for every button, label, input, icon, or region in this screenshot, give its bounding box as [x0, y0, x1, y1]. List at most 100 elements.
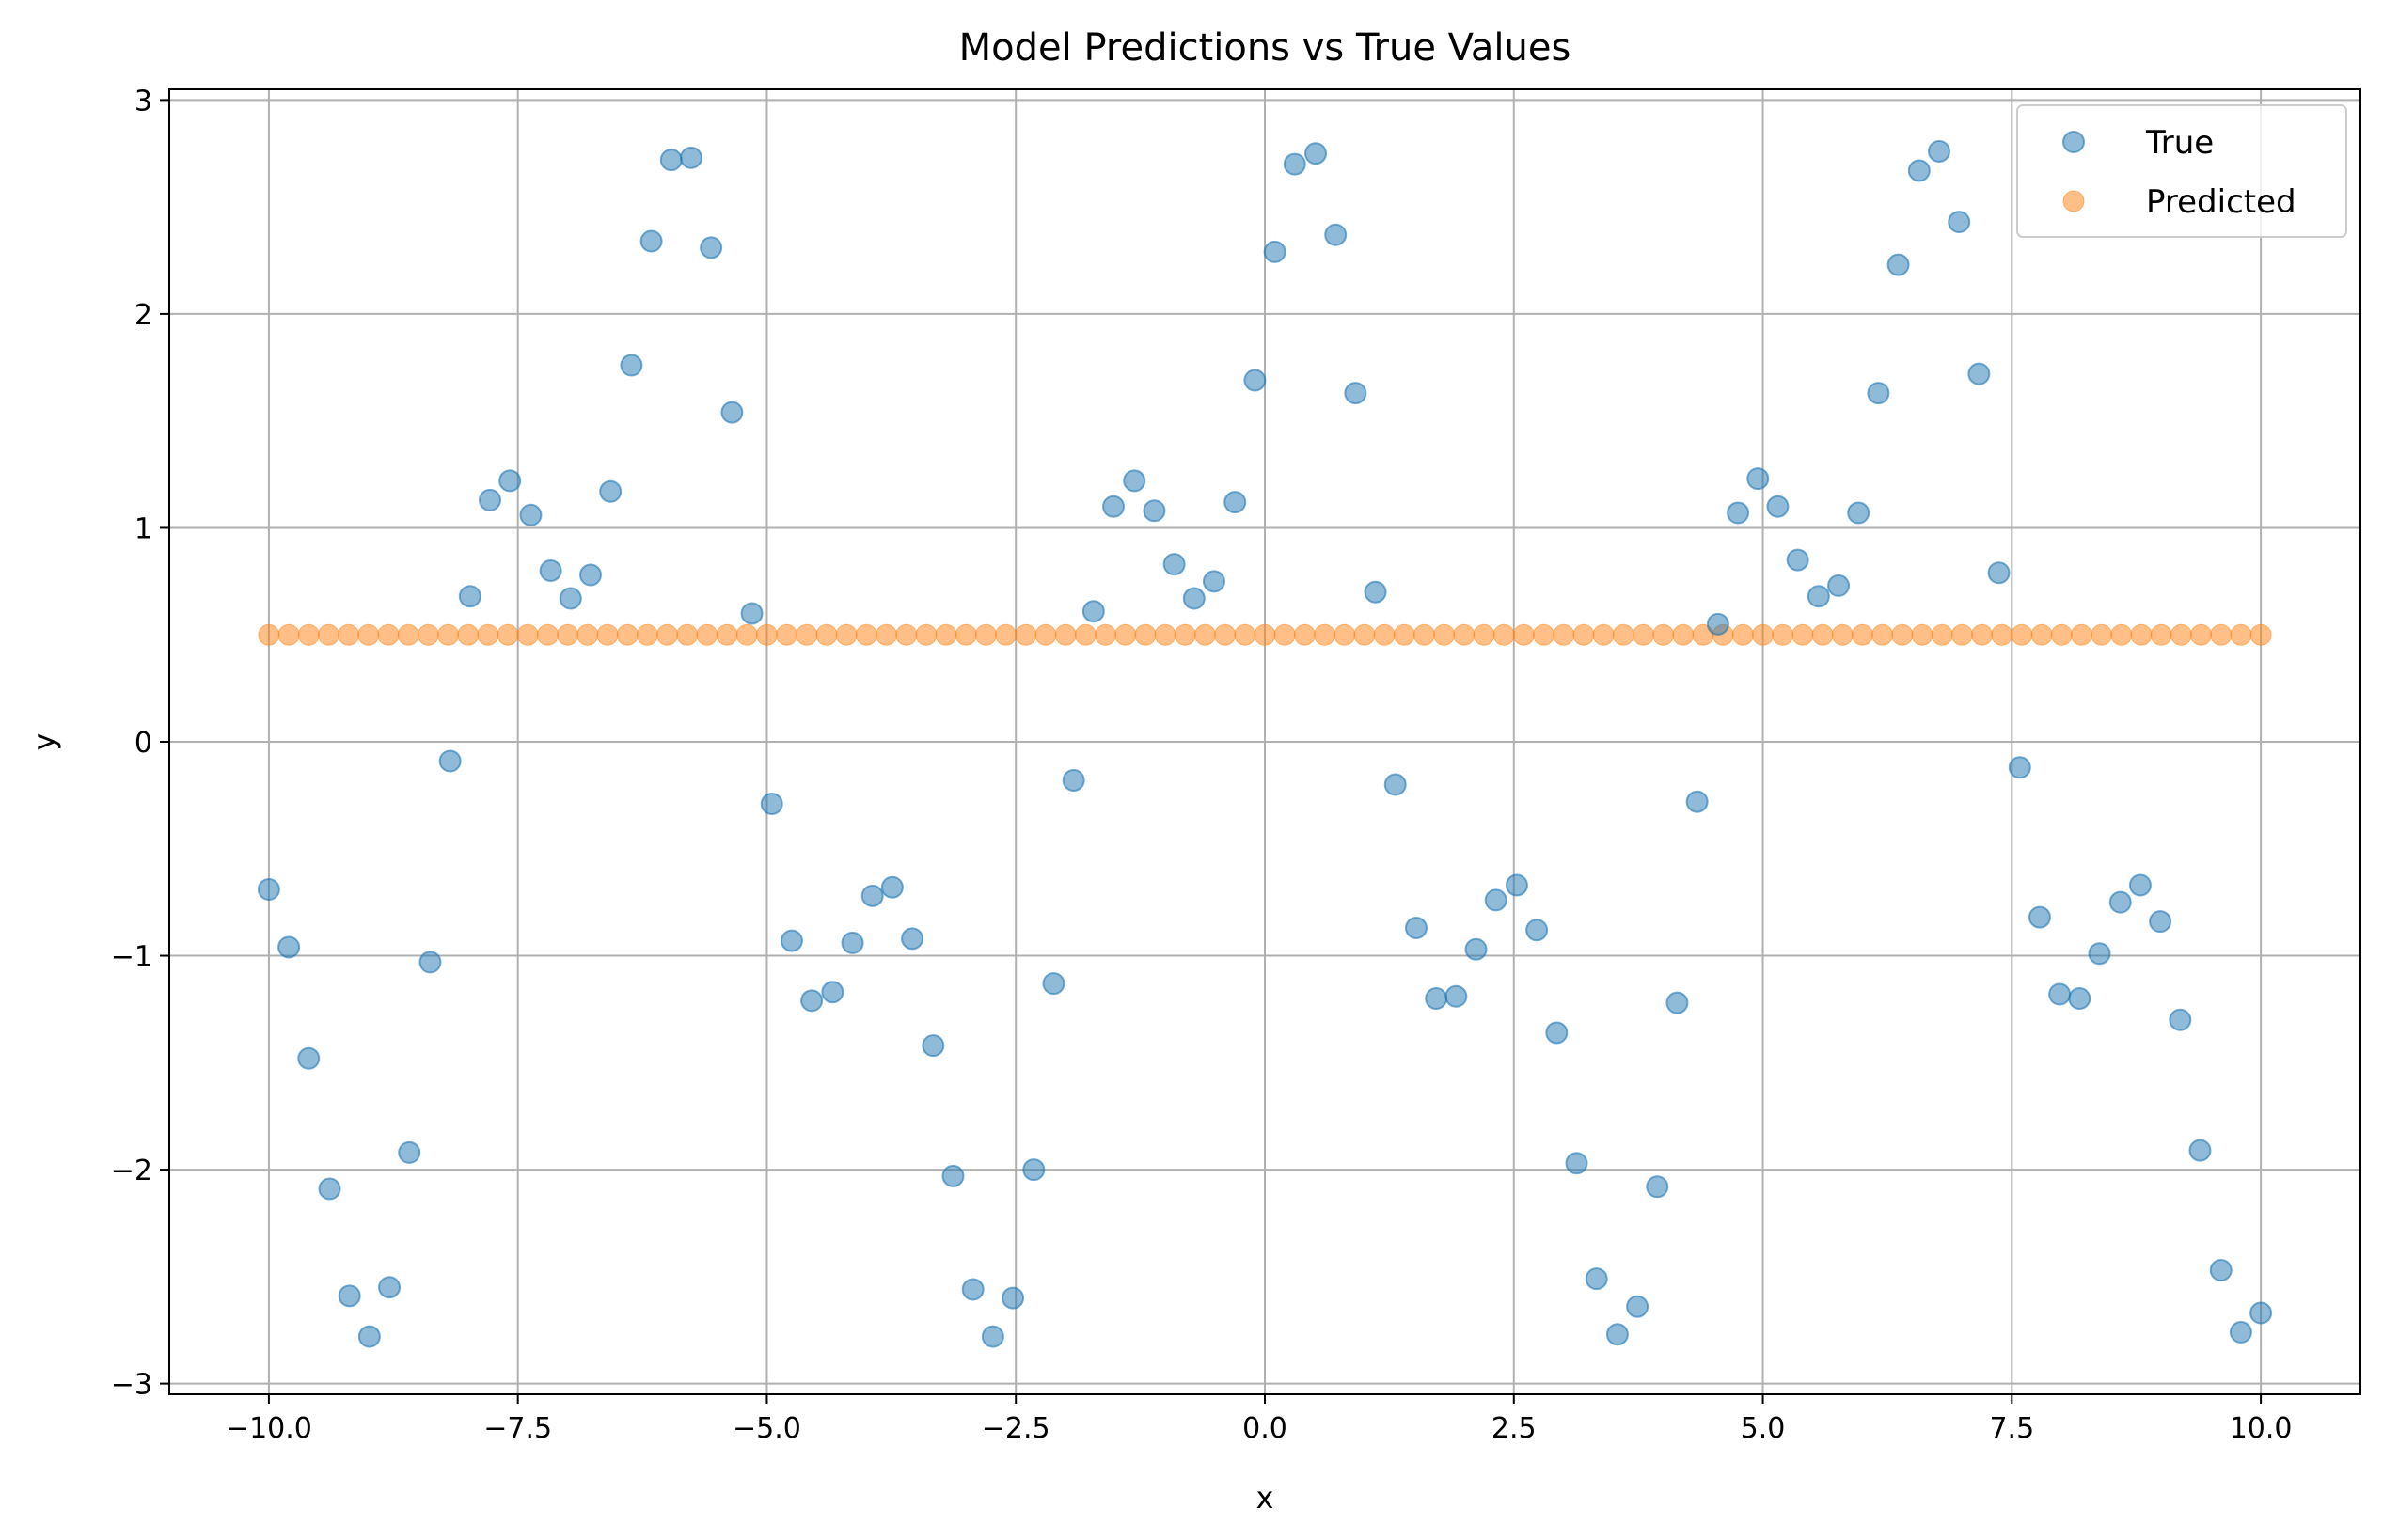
y-tick-label: −3	[111, 1369, 152, 1402]
data-point-true	[357, 1325, 381, 1348]
data-point-true	[2188, 1139, 2212, 1162]
data-point-predicted	[457, 623, 480, 646]
data-point-predicted	[1991, 623, 2013, 646]
data-point-predicted	[2230, 623, 2252, 646]
data-point-predicted	[2030, 623, 2053, 646]
data-point-true	[740, 602, 764, 625]
data-point-true	[880, 875, 904, 899]
data-point-true	[539, 558, 562, 582]
data-point-predicted	[616, 623, 639, 646]
data-point-predicted	[277, 623, 300, 646]
data-point-predicted	[1114, 623, 1137, 646]
data-point-predicted	[1772, 623, 1794, 646]
data-point-true	[1867, 382, 1890, 405]
data-point-predicted	[1134, 623, 1157, 646]
data-point-predicted	[357, 623, 380, 646]
data-point-true	[1002, 1286, 1025, 1310]
data-point-predicted	[497, 623, 519, 646]
data-point-predicted	[317, 623, 339, 646]
data-point-predicted	[1811, 623, 1834, 646]
data-point-true	[559, 587, 582, 610]
data-point-true	[297, 1046, 321, 1070]
x-tick-label: −7.5	[483, 1412, 552, 1445]
data-point-predicted	[2070, 623, 2092, 646]
data-point-predicted	[656, 623, 679, 646]
data-point-predicted	[1174, 623, 1196, 646]
data-point-predicted	[297, 623, 320, 646]
data-point-predicted	[1592, 623, 1615, 646]
legend-label-true: True	[2145, 124, 2214, 162]
data-point-true	[1545, 1021, 1569, 1045]
data-point-true	[1484, 888, 1507, 912]
data-point-true	[1062, 768, 1085, 792]
data-point-predicted	[1512, 623, 1535, 646]
data-point-true	[2249, 1301, 2273, 1325]
chart-title: Model Predictions vs True Values	[959, 26, 1571, 70]
data-point-true	[1827, 574, 1851, 597]
data-point-true	[860, 884, 884, 907]
data-point-true	[2068, 987, 2091, 1011]
data-point-true	[277, 935, 301, 959]
data-point-true	[700, 236, 723, 259]
data-point-predicted	[557, 623, 579, 646]
data-point-true	[1383, 773, 1407, 796]
data-point-predicted	[377, 623, 400, 646]
data-point-predicted	[2190, 623, 2213, 646]
data-point-predicted	[1412, 623, 1435, 646]
x-tick-label: 7.5	[1989, 1412, 2034, 1445]
data-point-predicted	[776, 623, 798, 646]
grid	[169, 89, 2360, 1394]
data-point-true	[1444, 984, 1468, 1008]
data-point-predicted	[1273, 623, 1296, 646]
data-point-true	[1948, 211, 1971, 234]
data-point-predicted	[1791, 623, 1814, 646]
data-point-true	[1928, 139, 1951, 163]
data-point-true	[578, 563, 602, 587]
data-point-true	[1565, 1152, 1588, 1175]
data-point-predicted	[1054, 623, 1077, 646]
data-point-predicted	[835, 623, 858, 646]
data-point-true	[1243, 369, 1267, 392]
data-point-true	[1505, 873, 1528, 897]
data-point-predicted	[1433, 623, 1456, 646]
data-point-true	[720, 401, 744, 424]
data-point-true	[620, 354, 643, 377]
data-point-predicted	[855, 623, 877, 646]
data-point-true	[1102, 495, 1126, 518]
data-point-true	[1182, 587, 1206, 610]
data-point-predicted	[1950, 623, 1973, 646]
data-point-predicted	[876, 623, 898, 646]
data-point-true	[1585, 1267, 1608, 1291]
data-point-true	[821, 981, 844, 1004]
data-point-predicted	[1831, 623, 1854, 646]
x-axis-title: x	[1256, 1480, 1274, 1516]
data-point-predicted	[1871, 623, 1894, 646]
data-point-predicted	[1234, 623, 1256, 646]
y-tick-label: −1	[111, 941, 152, 974]
data-point-true	[1626, 1295, 1649, 1318]
data-point-predicted	[2050, 623, 2073, 646]
data-point-true	[2048, 982, 2072, 1006]
data-point-true	[1886, 253, 1910, 276]
data-point-predicted	[1731, 623, 1754, 646]
data-point-true	[1786, 548, 1809, 572]
data-point-predicted	[417, 623, 439, 646]
data-point-predicted	[1911, 623, 1933, 646]
x-tick-label: 5.0	[1741, 1412, 1786, 1445]
data-point-true	[941, 1164, 965, 1187]
axis-ticks: −10.0 −7.5 −5.0 −2.5 0.0 2.5 5.0 7.5 10.0 −3 −2 −1 0…	[111, 85, 2293, 1445]
legend: True Predicted	[2016, 104, 2347, 238]
data-point-predicted	[895, 623, 918, 646]
data-point-predicted	[1314, 623, 1336, 646]
true-series	[257, 139, 2273, 1348]
data-point-true	[1344, 382, 1367, 405]
data-point-predicted	[2011, 623, 2033, 646]
legend-box	[2016, 104, 2347, 238]
data-point-predicted	[1214, 623, 1237, 646]
data-point-true	[1605, 1323, 1629, 1346]
data-point-predicted	[1632, 623, 1654, 646]
data-point-predicted	[1334, 623, 1356, 646]
data-point-true	[458, 585, 481, 608]
data-point-true	[2209, 1259, 2233, 1282]
data-point-predicted	[1373, 623, 1396, 646]
